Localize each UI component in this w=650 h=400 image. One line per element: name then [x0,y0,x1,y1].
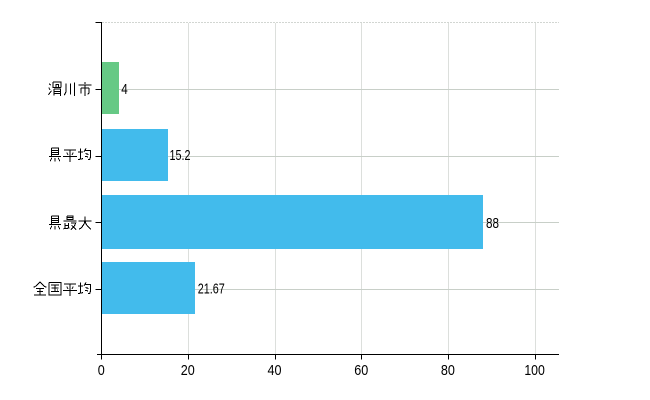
svg-text:60: 60 [354,362,368,379]
svg-text:21.67: 21.67 [198,280,225,297]
svg-text:15.2: 15.2 [170,147,191,164]
svg-text:0: 0 [98,362,105,379]
svg-text:100: 100 [524,362,545,379]
svg-text:80: 80 [441,362,455,379]
svg-text:40: 40 [268,362,282,379]
svg-text:4: 4 [121,81,128,98]
svg-text:88: 88 [486,215,499,232]
svg-text:20: 20 [181,362,195,379]
